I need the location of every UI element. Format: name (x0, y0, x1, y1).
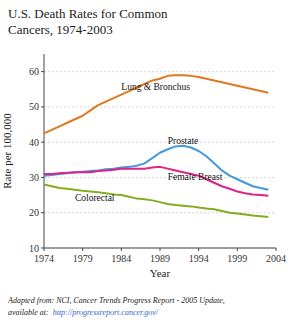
y-axis-line (44, 54, 45, 248)
x-tick (121, 248, 122, 251)
y-tick-label: 60 (29, 66, 39, 77)
y-axis-label: Rate per 100,000 (1, 113, 13, 189)
grid-line (44, 106, 276, 107)
title: U.S. Death Rates for CommonCancers, 1974… (8, 6, 168, 37)
title-line: U.S. Death Rates for Common (8, 6, 168, 21)
footnote: Adapted from: NCI, Cancer Trends Progres… (7, 296, 225, 305)
footnote: available at: (8, 308, 51, 317)
x-tick-label: 1999 (227, 253, 247, 264)
x-tick-label: 1984 (111, 253, 131, 264)
grid-line (44, 142, 276, 143)
x-tick-label: 1989 (150, 253, 170, 264)
series-label: Prostate (168, 136, 199, 146)
x-tick (160, 248, 161, 251)
x-tick (276, 248, 277, 251)
y-tick-label: 50 (29, 101, 39, 112)
series-line (44, 75, 268, 133)
x-tick-label: 2004 (266, 253, 286, 264)
x-tick (198, 248, 199, 251)
x-tick-label: 1979 (73, 253, 93, 264)
series-line (44, 185, 268, 217)
series-line (44, 167, 268, 196)
x-tick-label: 1974 (34, 253, 54, 264)
y-tick (41, 71, 44, 72)
x-axis-label: Year (150, 267, 171, 279)
y-tick (41, 106, 44, 107)
x-tick (82, 248, 83, 251)
y-tick-label: 40 (29, 137, 39, 148)
series-label: Female Breast (168, 172, 223, 182)
y-tick-label: 20 (29, 207, 39, 218)
series-label: Colorectal (75, 193, 115, 203)
y-tick (41, 142, 44, 143)
grid-line (44, 177, 276, 178)
plot-area (44, 75, 268, 217)
x-tick (44, 248, 45, 251)
y-tick-label: 30 (29, 172, 39, 183)
x-tick-label: 1994 (189, 253, 209, 264)
grid-line (44, 71, 276, 72)
y-tick (41, 177, 44, 178)
series-label: Lung & Bronchus (121, 82, 190, 92)
footnote: http://progressreport.cancer.gov/ (53, 308, 159, 317)
y-tick (41, 212, 44, 213)
y-tick-label: 10 (29, 243, 39, 254)
chart: U.S. Death Rates for CommonCancers, 1974… (0, 0, 295, 325)
x-tick (237, 248, 238, 251)
title-line: Cancers, 1974-2003 (8, 22, 113, 37)
